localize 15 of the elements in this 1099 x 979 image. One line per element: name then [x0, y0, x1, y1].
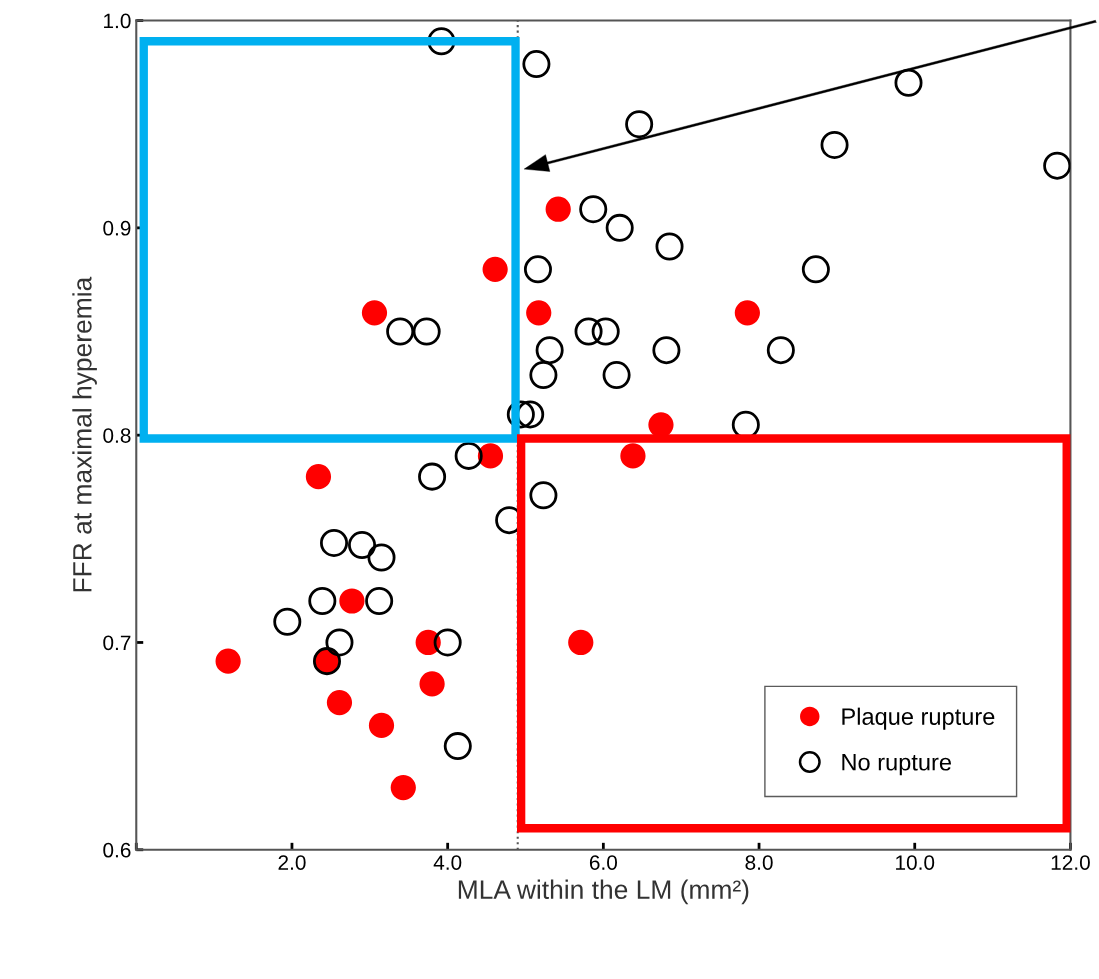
- x-tick-label: 12.0: [1051, 855, 1090, 870]
- x-tick-label: 4.0: [433, 855, 462, 870]
- x-tick-label: 10.0: [896, 855, 935, 870]
- x-tick-label: 2.0: [278, 855, 306, 870]
- legend-label: No rupture: [842, 754, 951, 776]
- y-tick-label: 0.7: [103, 635, 131, 651]
- y-tick-label: 0.9: [103, 220, 131, 236]
- legend-label: Plaque rupture: [842, 707, 995, 730]
- y-tick-label: 1.0: [104, 13, 131, 29]
- x-tick-label: 6.0: [589, 855, 618, 870]
- y-tick-label: 0.6: [103, 842, 131, 858]
- y-axis-title: FFR at maximal hyperemia: [72, 276, 97, 592]
- x-axis-title: MLA within the LM (mm²): [458, 879, 749, 905]
- x-tick-label: 8.0: [745, 855, 773, 870]
- y-tick-label: 0.8: [103, 428, 131, 443]
